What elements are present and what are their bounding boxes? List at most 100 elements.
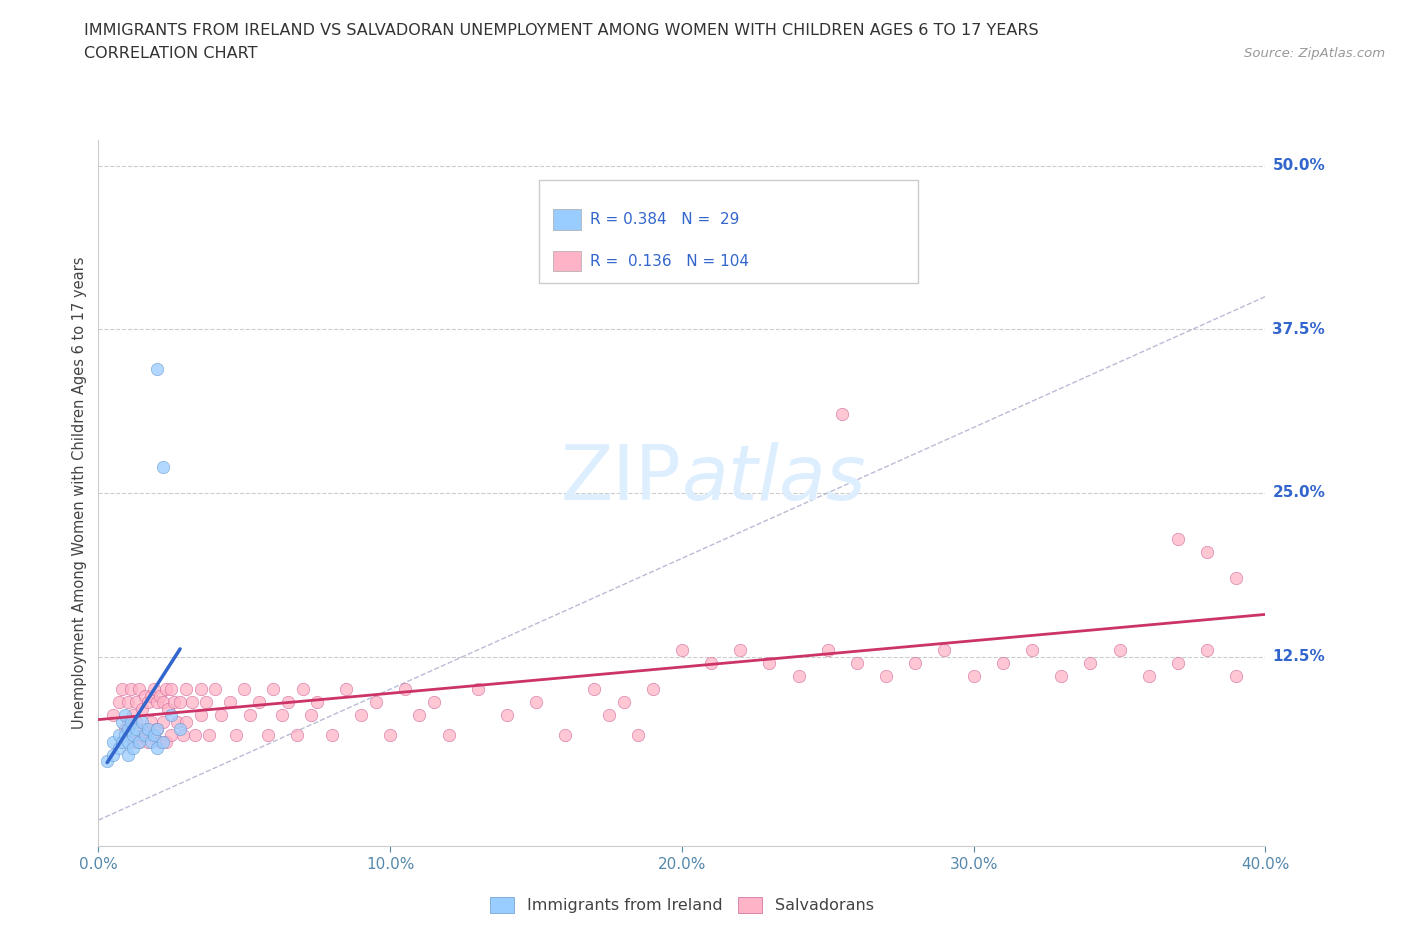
Point [1225, 570, 1247, 585]
Point [152, 459, 174, 474]
Point [962, 669, 984, 684]
Point [163, 695, 186, 710]
Point [108, 727, 131, 742]
Point [139, 734, 162, 749]
Point [131, 701, 153, 716]
Point [190, 682, 212, 697]
Text: 25.0%: 25.0% [1272, 485, 1326, 500]
Point [198, 727, 221, 742]
Point [155, 734, 177, 749]
Point [277, 695, 299, 710]
Point [271, 708, 294, 723]
Point [612, 695, 634, 710]
Point [180, 695, 202, 710]
Point [394, 682, 416, 697]
Point [1137, 669, 1160, 684]
Point [142, 727, 165, 742]
Point [991, 656, 1014, 671]
Point [787, 669, 810, 684]
Point [160, 727, 183, 742]
Point [408, 708, 430, 723]
Point [335, 682, 357, 697]
Point [1080, 656, 1102, 671]
Point [299, 708, 322, 723]
Point [117, 721, 139, 736]
Point [114, 721, 136, 736]
Point [671, 643, 693, 658]
Text: Source: ZipAtlas.com: Source: ZipAtlas.com [1244, 46, 1385, 60]
Point [111, 714, 134, 729]
Point [142, 727, 165, 742]
Point [700, 656, 723, 671]
Point [111, 682, 134, 697]
Point [904, 656, 927, 671]
Point [321, 727, 343, 742]
Point [627, 727, 650, 742]
Text: ZIP: ZIP [561, 442, 682, 516]
Text: 50.0%: 50.0% [1272, 158, 1326, 173]
Text: R =  0.136   N = 104: R = 0.136 N = 104 [589, 254, 748, 269]
Point [174, 714, 197, 729]
Point [225, 727, 247, 742]
Point [204, 682, 226, 697]
Point [117, 695, 139, 710]
Point [169, 695, 191, 710]
Point [831, 407, 853, 422]
Point [152, 734, 174, 749]
Point [136, 721, 159, 736]
Point [174, 682, 197, 697]
Point [1195, 544, 1218, 559]
Point [96, 754, 118, 769]
Point [108, 740, 131, 755]
Point [142, 682, 165, 697]
Point [101, 747, 124, 762]
Point [120, 714, 142, 729]
Point [136, 734, 159, 749]
Point [875, 669, 897, 684]
Point [172, 727, 194, 742]
Point [364, 695, 387, 710]
Point [136, 695, 159, 710]
Text: IMMIGRANTS FROM IRELAND VS SALVADORAN UNEMPLOYMENT AMONG WOMEN WITH CHILDREN AGE: IMMIGRANTS FROM IRELAND VS SALVADORAN UN… [84, 23, 1039, 38]
Point [195, 695, 218, 710]
Point [817, 643, 839, 658]
Point [128, 734, 150, 749]
Point [378, 727, 402, 742]
Point [934, 643, 956, 658]
Point [122, 740, 145, 755]
Point [239, 708, 262, 723]
Point [120, 682, 142, 697]
Point [247, 695, 270, 710]
Point [152, 714, 174, 729]
Point [125, 714, 148, 729]
Point [149, 734, 172, 749]
Point [160, 682, 183, 697]
Point [583, 682, 606, 697]
Point [495, 708, 517, 723]
Point [139, 688, 162, 703]
Text: R = 0.384   N =  29: R = 0.384 N = 29 [589, 212, 740, 227]
Point [101, 734, 124, 749]
Point [256, 727, 278, 742]
Point [218, 695, 240, 710]
Point [122, 708, 145, 723]
Point [350, 708, 373, 723]
Point [146, 721, 169, 736]
Point [1225, 669, 1247, 684]
Point [155, 682, 177, 697]
Point [131, 714, 153, 729]
Y-axis label: Unemployment Among Women with Children Ages 6 to 17 years: Unemployment Among Women with Children A… [72, 257, 87, 729]
Point [1167, 531, 1189, 546]
Point [149, 688, 172, 703]
Point [134, 721, 156, 736]
Text: CORRELATION CHART: CORRELATION CHART [84, 46, 257, 61]
Point [233, 682, 256, 697]
Point [117, 714, 139, 729]
Point [146, 721, 169, 736]
Point [568, 191, 591, 206]
Text: 12.5%: 12.5% [1272, 649, 1326, 664]
Point [262, 682, 284, 697]
Point [134, 688, 156, 703]
Point [122, 734, 145, 749]
Point [128, 734, 150, 749]
